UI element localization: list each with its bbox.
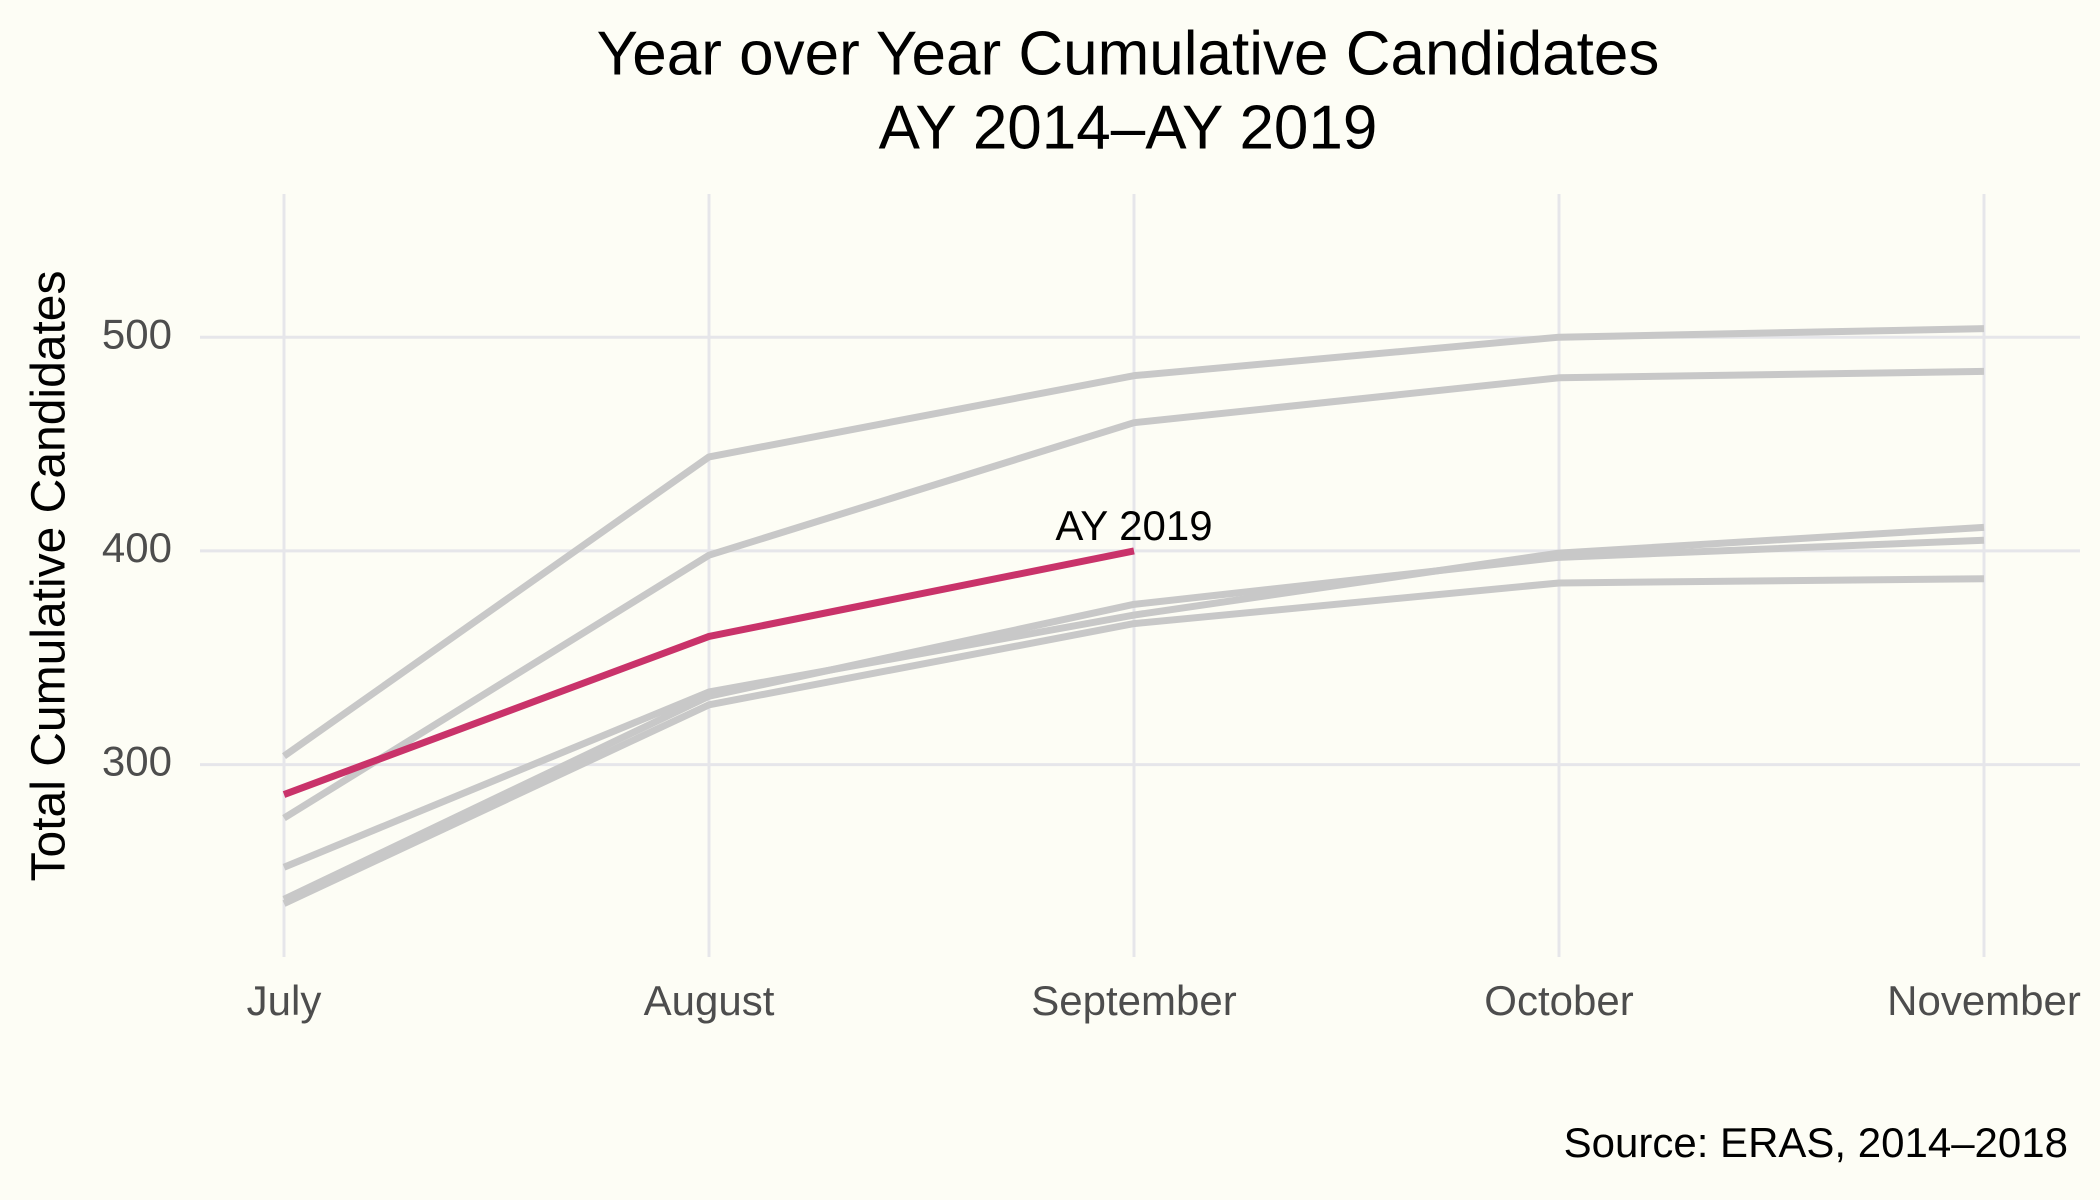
source-note: Source: ERAS, 2014–2018 (1564, 1119, 2068, 1166)
series-label: AY 2019 (1055, 502, 1212, 549)
series-line (282, 367, 1985, 822)
y-tick-label: 500 (102, 310, 172, 357)
x-tick-label: July (247, 977, 322, 1024)
y-tick-label: 300 (102, 738, 172, 785)
series-line (281, 325, 1985, 759)
x-tick-label: October (1484, 977, 1633, 1024)
chart-title: Year over Year Cumulative Candidates (597, 19, 1660, 88)
series-line (282, 536, 1985, 903)
x-tick-label: November (1887, 977, 2081, 1024)
chart-subtitle: AY 2014–AY 2019 (879, 93, 1378, 162)
series-line (282, 547, 1135, 798)
series-line (282, 523, 1985, 871)
series-line (282, 575, 1985, 907)
x-tick-label: September (1031, 977, 1236, 1024)
y-axis-label: Total Cumulative Candidates (23, 271, 76, 882)
y-tick-label: 400 (102, 524, 172, 571)
x-tick-label: August (644, 977, 775, 1024)
